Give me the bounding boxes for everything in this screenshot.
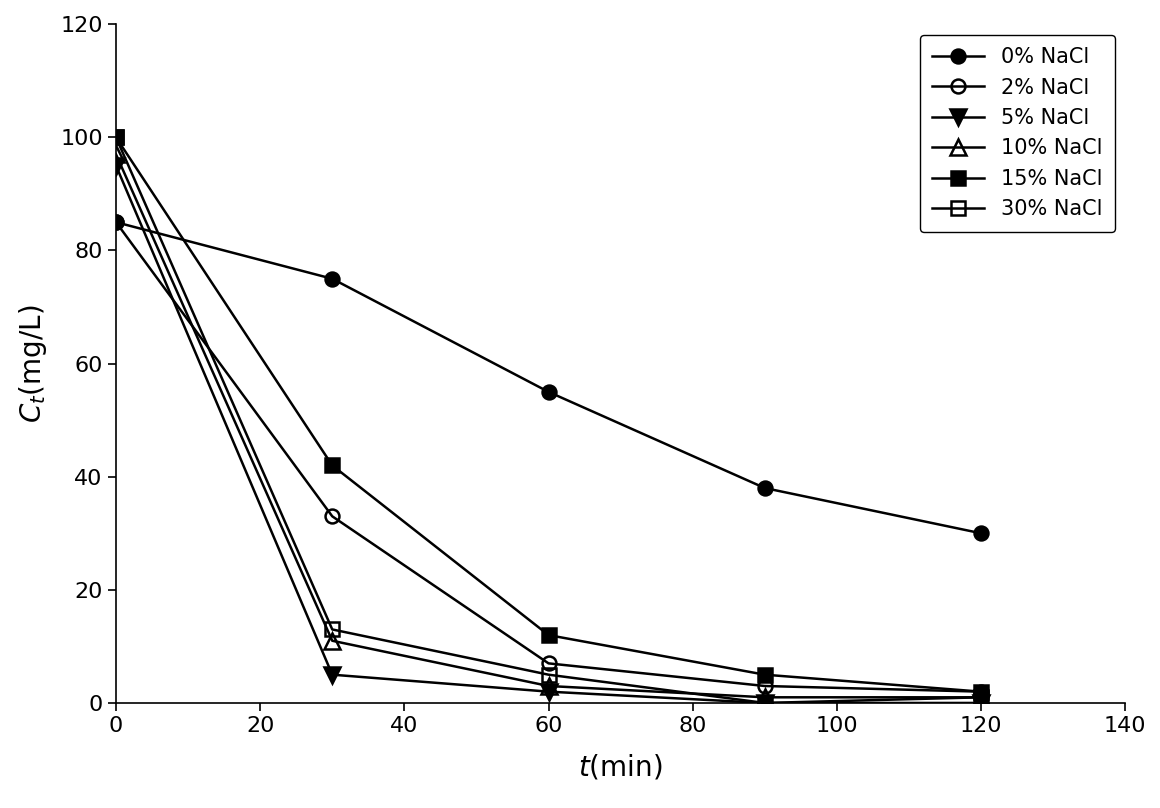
- 10% NaCl: [757, 692, 771, 702]
- 10% NaCl: [325, 636, 339, 646]
- 2% NaCl: [757, 681, 771, 691]
- Line: 2% NaCl: 2% NaCl: [109, 215, 988, 699]
- 30% NaCl: [757, 698, 771, 708]
- Legend: 0% NaCl, 2% NaCl, 5% NaCl, 10% NaCl, 15% NaCl, 30% NaCl: 0% NaCl, 2% NaCl, 5% NaCl, 10% NaCl, 15%…: [920, 35, 1115, 232]
- 2% NaCl: [325, 511, 339, 521]
- 0% NaCl: [757, 483, 771, 493]
- 15% NaCl: [109, 133, 123, 142]
- 30% NaCl: [542, 670, 556, 680]
- Line: 0% NaCl: 0% NaCl: [109, 215, 988, 541]
- Line: 5% NaCl: 5% NaCl: [108, 158, 988, 710]
- 5% NaCl: [542, 687, 556, 696]
- 0% NaCl: [542, 387, 556, 397]
- 0% NaCl: [325, 274, 339, 284]
- 5% NaCl: [757, 698, 771, 708]
- 10% NaCl: [109, 149, 123, 159]
- Line: 10% NaCl: 10% NaCl: [108, 147, 988, 705]
- 15% NaCl: [542, 630, 556, 640]
- Line: 15% NaCl: 15% NaCl: [109, 130, 988, 699]
- 2% NaCl: [542, 659, 556, 668]
- Y-axis label: $\mathit{C_t}$(mg/L): $\mathit{C_t}$(mg/L): [17, 305, 49, 423]
- 0% NaCl: [109, 217, 123, 227]
- X-axis label: $\mathit{t}$(min): $\mathit{t}$(min): [579, 753, 662, 782]
- 0% NaCl: [974, 528, 988, 538]
- 10% NaCl: [542, 681, 556, 691]
- 2% NaCl: [109, 217, 123, 227]
- 30% NaCl: [325, 625, 339, 634]
- 2% NaCl: [974, 687, 988, 696]
- 5% NaCl: [325, 670, 339, 680]
- 5% NaCl: [974, 698, 988, 708]
- Line: 30% NaCl: 30% NaCl: [109, 130, 988, 710]
- 15% NaCl: [325, 461, 339, 470]
- 5% NaCl: [109, 161, 123, 170]
- 15% NaCl: [974, 687, 988, 696]
- 10% NaCl: [974, 692, 988, 702]
- 30% NaCl: [109, 133, 123, 142]
- 15% NaCl: [757, 670, 771, 680]
- 30% NaCl: [974, 692, 988, 702]
